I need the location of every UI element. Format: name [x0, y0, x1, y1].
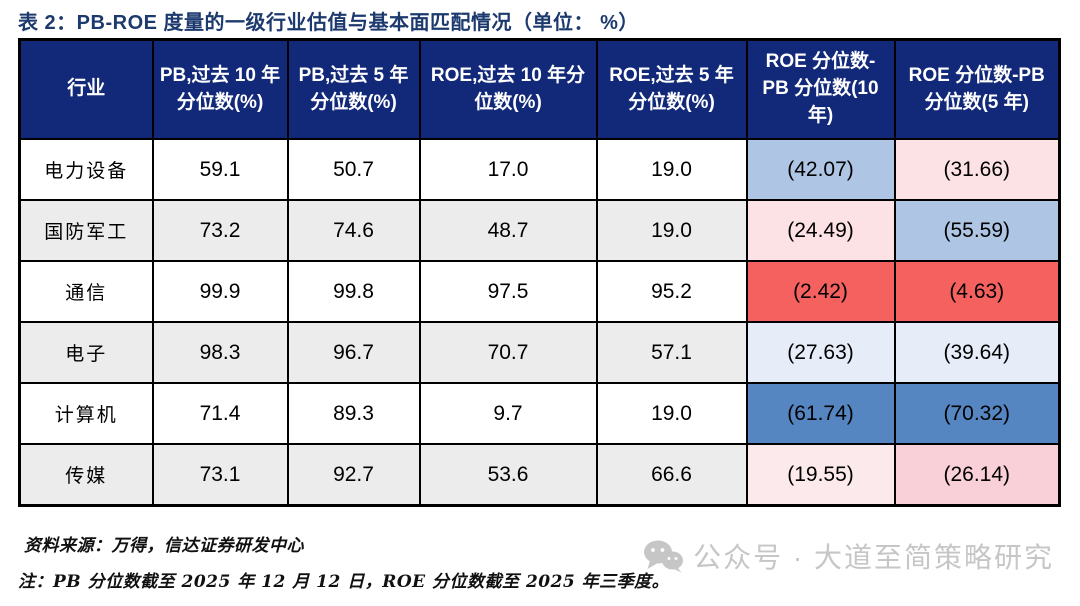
watermark: 公众号 · 大道至简策略研究 [643, 536, 1054, 576]
header-row: 行业 PB,过去 10 年分位数(%) PB,过去 5 年分位数(%) ROE,… [18, 38, 1061, 140]
table-row: 计算机 71.4 89.3 9.7 19.0 (61.74) (70.32) [18, 382, 1061, 445]
pb10-cell: 71.4 [151, 382, 289, 445]
col-header-diff10: ROE 分位数-PB 分位数(10 年) [745, 38, 896, 140]
table-row: 通信 99.9 99.8 97.5 95.2 (2.42) (4.63) [18, 260, 1061, 323]
table-title: 表 2：PB-ROE 度量的一级行业估值与基本面匹配情况（单位： %） [18, 12, 639, 34]
watermark-text: 公众号 · 大道至简策略研究 [693, 542, 1054, 573]
col-header-pb10: PB,过去 10 年分位数(%) [151, 38, 289, 140]
roe10-cell: 53.6 [418, 443, 598, 507]
table-row: 电力设备 59.1 50.7 17.0 19.0 (42.07) (31.66) [18, 138, 1061, 201]
industry-cell: 传媒 [18, 443, 154, 507]
col-header-roe5: ROE,过去 5 年分位数(%) [595, 38, 748, 140]
diff10-cell: (19.55) [745, 443, 896, 507]
roe5-cell: 19.0 [595, 382, 748, 445]
pb5-cell: 99.8 [286, 260, 421, 323]
wechat-icon [643, 539, 684, 573]
col-header-diff5: ROE 分位数-PB 分位数(5 年) [893, 38, 1061, 140]
diff10-cell: (61.74) [745, 382, 896, 445]
pb5-cell: 74.6 [286, 199, 421, 262]
diff10-cell: (24.49) [745, 199, 896, 262]
roe10-cell: 48.7 [418, 199, 598, 262]
table-row: 传媒 73.1 92.7 53.6 66.6 (19.55) (26.14) [18, 443, 1061, 507]
industry-cell: 计算机 [18, 382, 154, 445]
diff5-cell: (70.32) [893, 382, 1061, 445]
roe5-cell: 95.2 [595, 260, 748, 323]
col-header-roe10: ROE,过去 10 年分位数(%) [418, 38, 598, 140]
roe10-cell: 70.7 [418, 321, 598, 384]
pb10-cell: 59.1 [151, 138, 289, 201]
diff5-cell: (55.59) [893, 199, 1061, 262]
col-header-pb5: PB,过去 5 年分位数(%) [286, 38, 421, 140]
roe5-cell: 57.1 [595, 321, 748, 384]
pb5-cell: 96.7 [286, 321, 421, 384]
industry-cell: 通信 [18, 260, 154, 323]
diff5-cell: (26.14) [893, 443, 1061, 507]
pb5-cell: 50.7 [286, 138, 421, 201]
roe5-cell: 19.0 [595, 138, 748, 201]
roe5-cell: 19.0 [595, 199, 748, 262]
table-row: 国防军工 73.2 74.6 48.7 19.0 (24.49) (55.59) [18, 199, 1061, 262]
table-row: 电子 98.3 96.7 70.7 57.1 (27.63) (39.64) [18, 321, 1061, 384]
roe10-cell: 17.0 [418, 138, 598, 201]
pb5-cell: 92.7 [286, 443, 421, 507]
roe5-cell: 66.6 [595, 443, 748, 507]
diff5-cell: (31.66) [893, 138, 1061, 201]
diff10-cell: (2.42) [745, 260, 896, 323]
col-header-industry: 行业 [18, 38, 154, 140]
source-note: 资料来源：万得，信达证券研发中心 [24, 536, 304, 556]
footnote: 注：PB 分位数截至 2025 年 12 月 12 日，ROE 分位数截至 20… [18, 572, 670, 592]
pb10-cell: 99.9 [151, 260, 289, 323]
pb10-cell: 73.1 [151, 443, 289, 507]
pb-roe-table: 行业 PB,过去 10 年分位数(%) PB,过去 5 年分位数(%) ROE,… [18, 38, 1061, 507]
diff5-cell: (4.63) [893, 260, 1061, 323]
industry-cell: 电子 [18, 321, 154, 384]
industry-cell: 电力设备 [18, 138, 154, 201]
diff10-cell: (42.07) [745, 138, 896, 201]
pb5-cell: 89.3 [286, 382, 421, 445]
pb10-cell: 73.2 [151, 199, 289, 262]
diff10-cell: (27.63) [745, 321, 896, 384]
pb10-cell: 98.3 [151, 321, 289, 384]
industry-cell: 国防军工 [18, 199, 154, 262]
diff5-cell: (39.64) [893, 321, 1061, 384]
roe10-cell: 97.5 [418, 260, 598, 323]
roe10-cell: 9.7 [418, 382, 598, 445]
